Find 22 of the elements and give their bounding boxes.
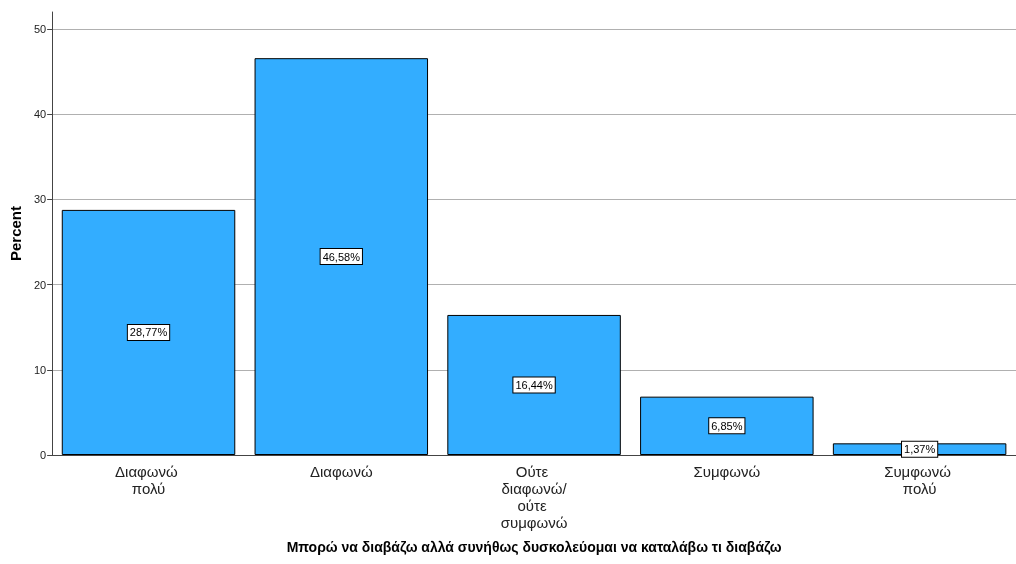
y-axis-title: Percent — [7, 205, 24, 262]
bar — [61, 209, 236, 455]
y-tick-label: 40 — [33, 108, 47, 121]
y-tick-label: 50 — [33, 23, 47, 36]
y-tick-label: 20 — [33, 278, 47, 291]
data-label: 16,44% — [515, 378, 553, 391]
x-tick-label: Συμφωνώ — [693, 463, 761, 480]
bar — [640, 396, 814, 455]
y-tick-label: 30 — [33, 193, 47, 206]
data-label: 1,37% — [904, 443, 936, 456]
bar — [254, 58, 429, 455]
x-tick-label: Διαφωνώ πολύ — [115, 463, 182, 497]
y-tick-label: 0 — [40, 449, 47, 461]
x-tick-label: Διαφωνώ — [309, 463, 373, 480]
bar — [447, 314, 621, 455]
data-label: 6,85% — [711, 419, 743, 432]
y-tick-label: 10 — [33, 363, 47, 376]
x-axis-title: Μπορώ να διαβάζω αλλά συνήθως δυσκολεύομαι να καταλάβω τι διαβάζω — [286, 539, 782, 555]
x-tick-label: Συμφωνώ πολύ — [884, 463, 956, 497]
data-label: 46,58% — [322, 250, 361, 263]
data-label: 28,77% — [129, 326, 168, 339]
x-tick-label: Ούτε διαφωνώ/ούτε συμφωνώ — [500, 463, 568, 531]
